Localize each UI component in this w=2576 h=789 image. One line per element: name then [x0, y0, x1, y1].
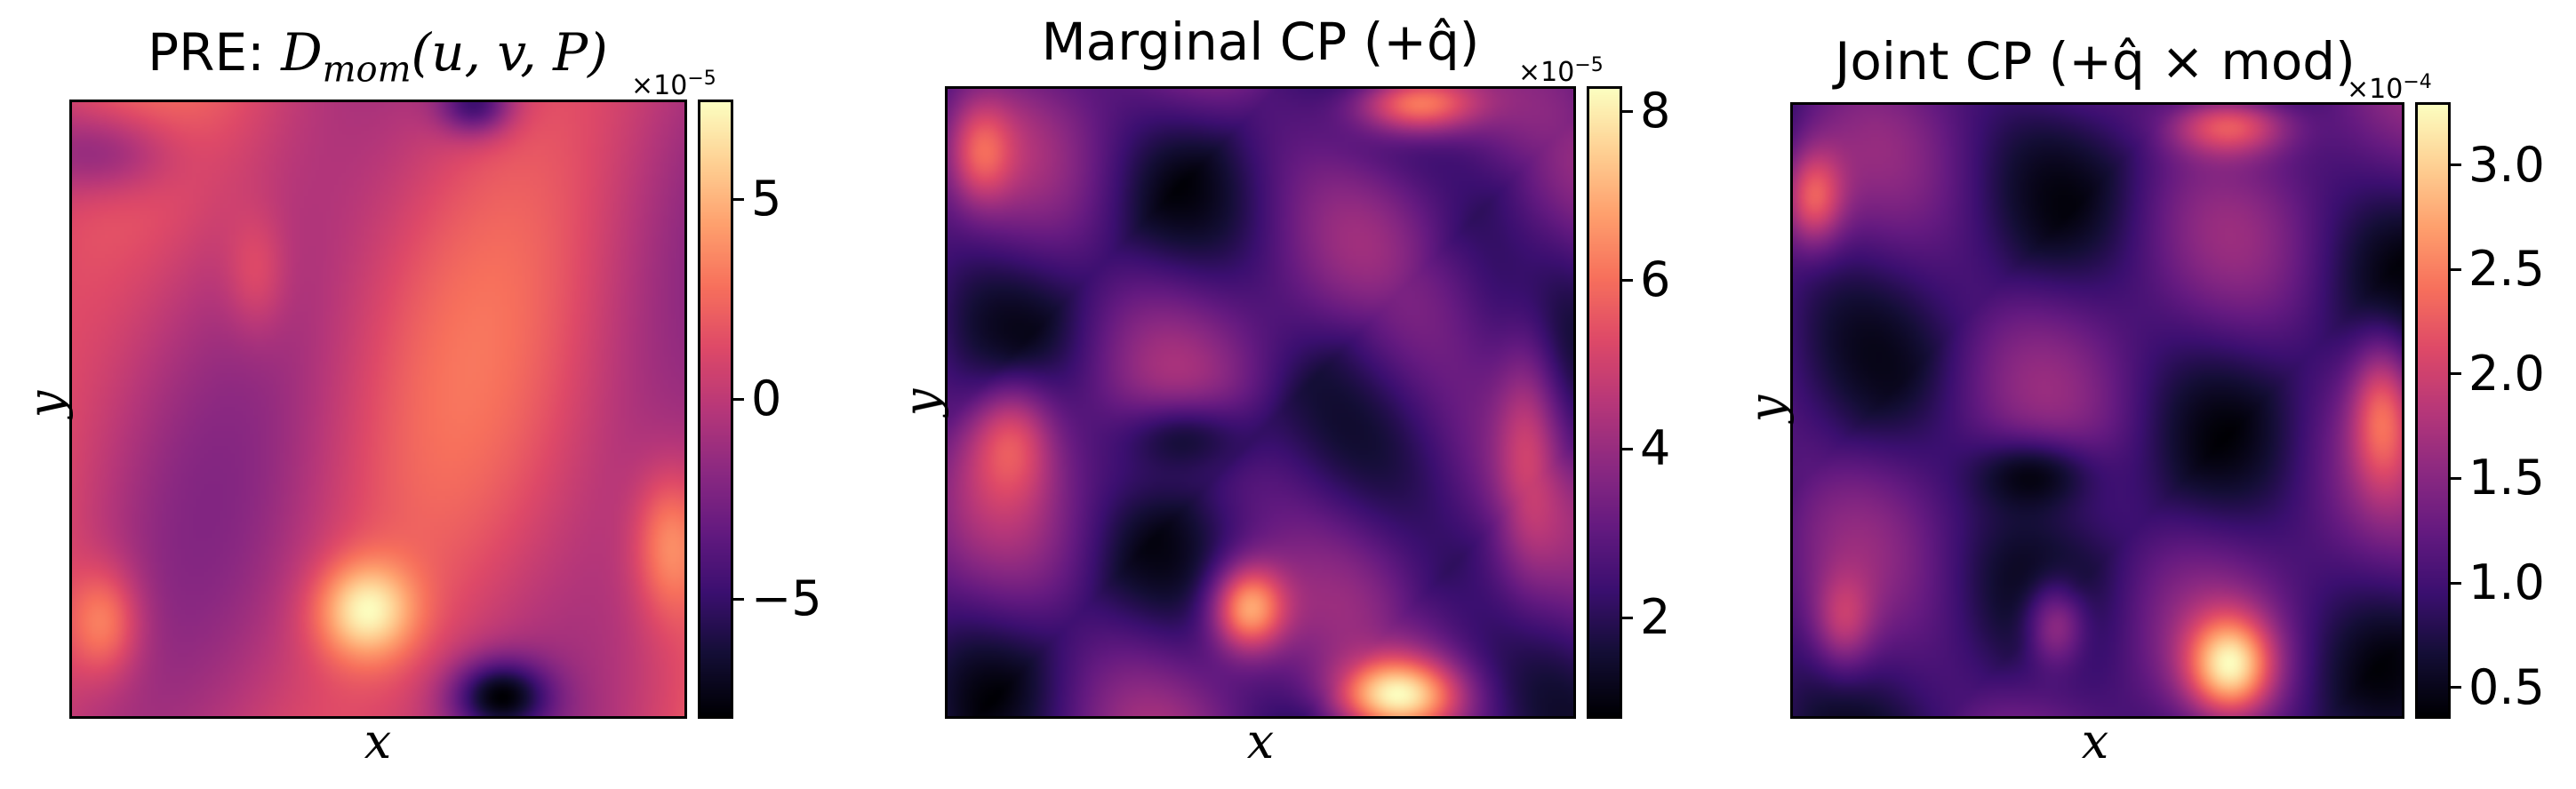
panel-3-xlabel: x: [2081, 713, 2109, 769]
panel-2-colorbar-tick-label: 6: [1640, 251, 1671, 308]
panel-1-colorbar: [698, 100, 733, 719]
panel-1-colorbar-tick-label: 5: [751, 171, 782, 227]
panel-1-heatmap: [69, 100, 687, 719]
panel-3-colorbar-tick-label: 1.0: [2468, 554, 2545, 611]
panel-2-colorbar-tick: [1620, 109, 1633, 113]
panel-3-title: Joint CP (+q̂ × mod): [1835, 31, 2356, 92]
panel-1-colorbar-tick: [732, 597, 744, 601]
panel-3-heatmap: [1790, 102, 2404, 719]
panel-1-colorbar-tick-label: −5: [751, 570, 822, 627]
panel-2-colorbar-tick: [1620, 616, 1633, 619]
panel-3-ylabel: y: [1739, 394, 1795, 423]
panel-3-colorbar-tick: [2449, 686, 2461, 689]
panel-3-colorbar-tick-label: 3.0: [2468, 136, 2545, 193]
panel-2-colorbar-tick-label: 8: [1640, 83, 1671, 139]
panel-3-colorbar-multiplier: ×10−4: [2347, 71, 2432, 105]
panel-2-colorbar-tick: [1620, 447, 1633, 450]
panel-1-title: PRE: Dmom(u, v, P): [148, 22, 608, 91]
panel-2-heatmap: [945, 86, 1576, 719]
panel-3-colorbar-tick-label: 2.0: [2468, 345, 2545, 402]
panel-2-colorbar-tick-label: 2: [1640, 589, 1671, 646]
panel-3-colorbar-tick: [2449, 267, 2461, 271]
panel-1-ylabel: y: [18, 390, 74, 418]
panel-2-colorbar-tick: [1620, 278, 1633, 282]
panel-1-colorbar-tick: [732, 397, 744, 401]
panel-2-colorbar: [1587, 86, 1622, 719]
panel-3-colorbar-tick: [2449, 476, 2461, 480]
panel-1-xlabel: x: [364, 713, 392, 769]
panel-3-colorbar-tick-label: 1.5: [2468, 450, 2545, 506]
panel-2-xlabel: x: [1246, 713, 1275, 769]
panel-2-colorbar-multiplier: ×10−5: [1518, 54, 1604, 88]
panel-1-colorbar-multiplier: ×10−5: [631, 68, 716, 101]
panel-2-ylabel: y: [893, 388, 949, 417]
panel-2-colorbar-tick-label: 4: [1640, 420, 1671, 477]
panel-3-colorbar: [2415, 102, 2451, 719]
panel-3-colorbar-tick-label: 0.5: [2468, 658, 2545, 715]
panel-3-colorbar-tick: [2449, 163, 2461, 167]
panel-3-colorbar-tick: [2449, 581, 2461, 585]
panel-1-colorbar-tick: [732, 197, 744, 201]
panel-3-colorbar-tick: [2449, 372, 2461, 376]
panel-1-colorbar-tick-label: 0: [751, 371, 782, 427]
panel-3-colorbar-tick-label: 2.5: [2468, 241, 2545, 298]
panel-2-title: Marginal CP (+q̂): [1041, 12, 1480, 72]
